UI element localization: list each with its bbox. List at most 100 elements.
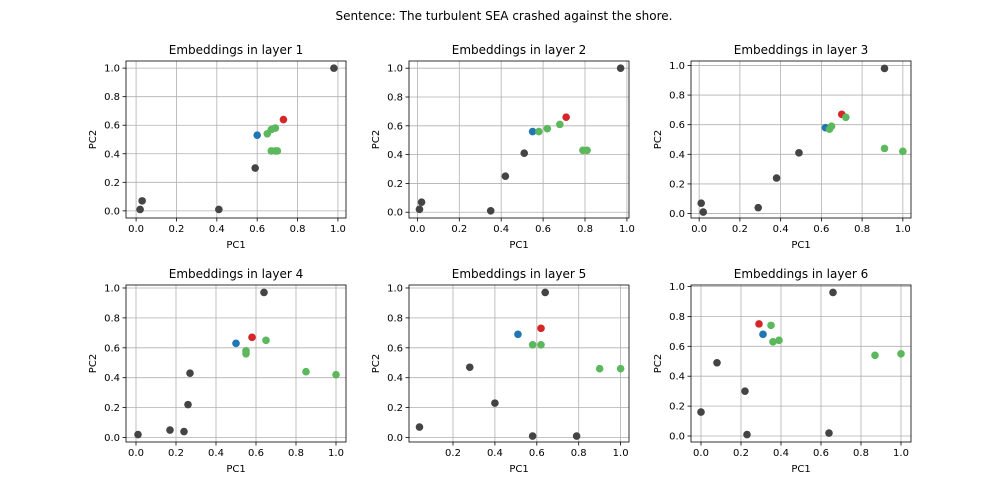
x-axis-label: PC1 (791, 464, 810, 475)
data-point-green (271, 124, 280, 132)
x-tick-label: 0.4 (208, 448, 224, 459)
y-tick-label: 0.2 (387, 403, 403, 414)
x-tick-label: 1.0 (619, 224, 635, 235)
y-tick-label: 0.4 (104, 149, 120, 160)
y-axis-label: PC2 (653, 354, 664, 373)
x-tick-label: 0.0 (693, 448, 709, 459)
x-tick-label: 0.6 (535, 224, 551, 235)
x-axis-label: PC1 (226, 240, 245, 251)
y-tick-label: 1.0 (387, 64, 403, 75)
x-tick-label: 0.8 (853, 448, 869, 459)
data-point-other (330, 64, 338, 72)
x-tick-label: 0.2 (733, 448, 749, 459)
x-axis-label: PC1 (226, 464, 245, 475)
y-tick-label: 0.4 (669, 150, 685, 161)
x-tick-label: 0.2 (451, 224, 467, 235)
y-tick-label: 0.0 (104, 433, 120, 444)
data-point-green (273, 147, 282, 155)
data-point-green (871, 351, 879, 360)
x-tick-label: 0.4 (209, 224, 225, 235)
data-point-other (134, 430, 142, 439)
y-tick-label: 0.0 (387, 208, 403, 219)
data-point-other (486, 206, 495, 215)
y-axis-label: PC2 (653, 130, 664, 149)
x-tick-label: 0.0 (128, 224, 144, 235)
data-point-other (829, 288, 837, 297)
data-point-other (572, 432, 581, 440)
data-point-green (880, 144, 889, 153)
y-axis-label: PC2 (88, 354, 99, 373)
y-tick-label: 0.8 (669, 91, 685, 102)
data-point-other (415, 423, 424, 431)
y-tick-label: 1.0 (669, 61, 685, 72)
subplot-title: Embeddings in layer 6 (734, 267, 868, 281)
y-tick-label: 0.0 (387, 433, 403, 444)
axes-frame (125, 60, 347, 219)
data-point-the (514, 330, 522, 339)
data-point-other (186, 369, 194, 378)
y-tick-label: 0.0 (669, 432, 685, 443)
subplot-layer-5: 0.2 0.4 0.6 0.8 1.0 0.0 0.2 0.4 0.6 0.8 1.0 Embeddi… (371, 267, 630, 475)
x-axis-label: PC1 (509, 464, 528, 475)
x-axis-label: PC1 (509, 240, 528, 251)
x-tick-label: 0.2 (445, 448, 461, 459)
data-point-green (556, 120, 564, 129)
y-tick-label: 0.6 (387, 343, 403, 354)
data-point-green (769, 338, 777, 346)
data-point-other (138, 197, 146, 205)
data-point-other (528, 432, 537, 440)
subplot-title: Embeddings in layer 3 (734, 43, 868, 57)
data-point-sea (562, 113, 570, 121)
data-point-other (520, 149, 529, 157)
data-point-green (616, 364, 625, 373)
x-tick-label: 0.6 (813, 448, 829, 459)
data-point-green (767, 321, 775, 330)
y-tick-label: 0.4 (104, 373, 120, 384)
data-point-other (699, 208, 708, 216)
x-tick-label: 1.0 (328, 448, 344, 459)
data-point-other (713, 358, 721, 367)
data-point-green (827, 122, 836, 130)
data-point-green (583, 146, 591, 155)
y-axis-label: PC2 (88, 130, 99, 149)
subplot-title: Embeddings in layer 5 (452, 267, 586, 281)
subplot-title: Embeddings in layer 4 (169, 267, 303, 281)
data-point-green (302, 367, 310, 376)
data-point-other (417, 198, 426, 206)
x-tick-label: 0.4 (487, 448, 503, 459)
data-point-other (825, 429, 833, 437)
x-tick-label: 0.6 (529, 448, 545, 459)
data-point-the (528, 127, 537, 136)
data-point-green (262, 336, 270, 345)
x-tick-label: 0.0 (128, 448, 144, 459)
data-point-sea (248, 333, 256, 342)
subplot-layer-3: 0.0 0.2 0.4 0.6 0.8 1.0 0.0 0.2 0.4 0.6 0.8 1.0 Embe… (653, 43, 912, 251)
figure-suptitle: Sentence: The turbulent SEA crashed agai… (336, 9, 673, 23)
y-tick-label: 0.2 (104, 178, 120, 189)
x-tick-label: 0.8 (571, 448, 587, 459)
x-tick-label: 0.0 (409, 224, 425, 235)
data-point-green (842, 113, 850, 122)
y-tick-label: 0.4 (669, 372, 685, 383)
x-tick-label: 0.2 (169, 224, 185, 235)
data-point-other (180, 427, 188, 436)
x-tick-label: 0.6 (248, 448, 264, 459)
y-tick-label: 0.2 (387, 179, 403, 190)
x-tick-label: 0.2 (168, 448, 184, 459)
data-point-other (754, 203, 763, 212)
data-point-other (465, 363, 474, 372)
data-point-other (184, 400, 192, 409)
x-tick-label: 0.6 (813, 224, 829, 235)
y-tick-label: 0.6 (387, 121, 403, 132)
y-tick-label: 0.2 (104, 403, 120, 414)
data-point-green (899, 147, 907, 156)
x-tick-label: 1.0 (613, 448, 629, 459)
x-tick-label: 0.8 (577, 224, 593, 235)
data-point-green (528, 341, 537, 349)
y-tick-label: 0.8 (387, 93, 403, 104)
x-tick-label: 0.8 (854, 224, 870, 235)
y-tick-label: 0.6 (669, 342, 685, 353)
y-tick-label: 0.2 (669, 402, 685, 413)
subplot-layer-2: 0.0 0.2 0.4 0.6 0.8 1.0 0.0 0.2 0.4 0.6 0.8 1.0 Embe… (371, 43, 635, 251)
